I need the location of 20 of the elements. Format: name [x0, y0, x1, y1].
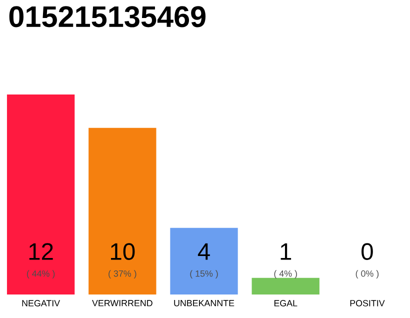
x-tick-label: NEGATIV [22, 300, 60, 306]
data-label: 0 [362, 242, 373, 260]
x-tick-label: POSITIV [350, 300, 385, 306]
data-label: 4 [198, 243, 210, 260]
chart-title: 015215135469 [9, 6, 206, 28]
annotation: ( 15% ) [190, 270, 218, 278]
annotation: ( 4% ) [274, 270, 297, 278]
bar [88, 128, 156, 294]
data-label: 1 [280, 243, 292, 260]
data-label: 12 [29, 242, 53, 260]
annotation: ( 44% ) [26, 270, 55, 278]
x-tick-label: UNBEKANNTE [174, 300, 234, 306]
x-tick-label: VERWIRREND [92, 300, 152, 306]
data-label: 10 [110, 242, 135, 260]
annotation: ( 37% ) [108, 270, 136, 278]
bar [6, 94, 75, 294]
annotation: ( 0% ) [356, 270, 379, 278]
bar [252, 278, 320, 294]
bar [170, 228, 238, 294]
x-tick-label: EGAL [274, 300, 298, 306]
